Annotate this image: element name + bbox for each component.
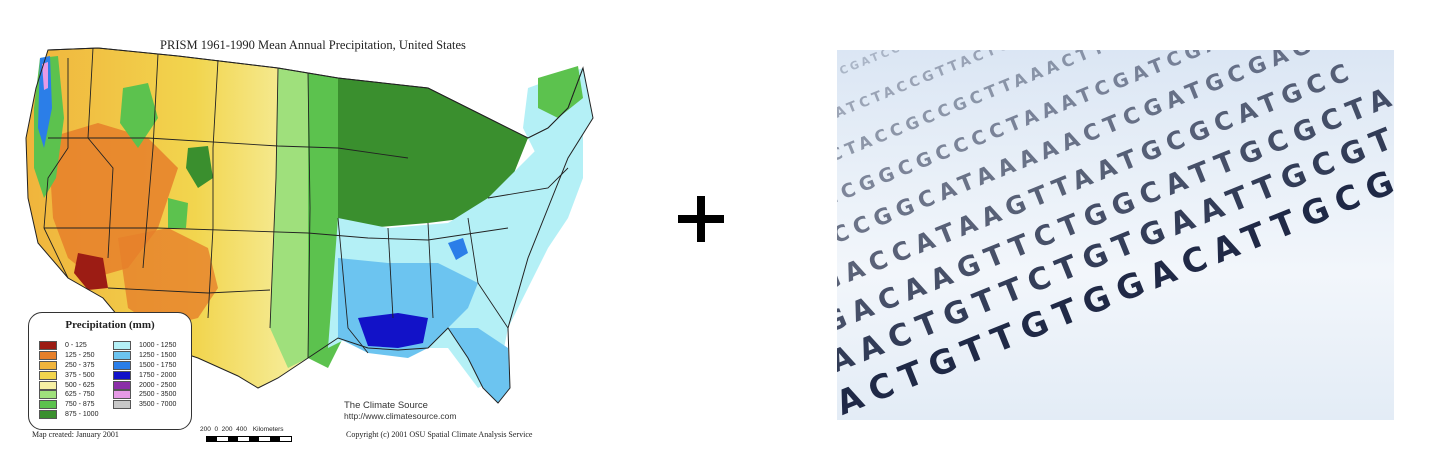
legend-label: 125 - 250 [65, 352, 95, 360]
legend-swatch [39, 360, 57, 370]
desert-arizona [74, 253, 108, 290]
legend-swatch [39, 370, 57, 380]
precipitation-map: PRISM 1961-1990 Mean Annual Precipitatio… [8, 28, 598, 456]
legend-item: 1500 - 1750 [113, 360, 177, 371]
legend-title: Precipitation (mm) [65, 319, 155, 331]
credit-url: http://www.climatesource.com [344, 411, 457, 421]
us-map [25, 47, 594, 404]
dna-sequence-photo: ACTTTTCGATCCAGTGGCATTCACGCATCGTTGATCTACC… [837, 50, 1394, 420]
legend-item: 875 - 1000 [39, 409, 99, 420]
rocky-greens [120, 83, 158, 148]
legend-item: 2500 - 3500 [113, 390, 176, 400]
legend-item: 250 - 375 [39, 360, 98, 371]
dry-southwest [118, 228, 218, 328]
legend-item: 500 - 625 [39, 380, 98, 390]
scale-track [206, 436, 292, 442]
credit-name: The Climate Source [344, 400, 428, 411]
legend-label: 625 - 750 [65, 391, 95, 399]
scale-ticks: 200 0 200 400 [200, 426, 247, 433]
legend-swatch [39, 351, 57, 361]
legend-label: 2500 - 3500 [139, 391, 177, 399]
legend-item: 625 - 750 [39, 390, 98, 400]
map-created-note: Map created: January 2001 [32, 430, 119, 439]
legend-column-1: 0 - 125 125 - 250 250 - 375 375 - 500 500 - … [39, 341, 98, 419]
scale-unit: Kilometers [252, 426, 284, 433]
legend-swatch [39, 380, 57, 390]
legend-label: 1250 - 1500 [139, 352, 177, 360]
legend-item: 0 - 125 [39, 341, 98, 351]
legend-swatch [113, 380, 131, 390]
precipitation-legend: Precipitation (mm) 0 - 125 125 - 250 250 -… [28, 312, 192, 430]
legend-label: 3500 - 7000 [139, 401, 177, 409]
legend-item: 375 - 500 [39, 370, 98, 380]
legend-swatch [113, 390, 131, 400]
legend-label: 500 - 625 [65, 381, 95, 389]
plus-icon [678, 192, 728, 248]
legend-item: 1250 - 1500 [113, 351, 176, 361]
legend-item: 3500 - 7000 [113, 400, 176, 410]
legend-swatch [113, 341, 131, 351]
legend-label: 375 - 500 [65, 371, 95, 379]
legend-label: 1000 - 1250 [139, 342, 177, 350]
midwest-green [338, 78, 528, 228]
legend-label: 2000 - 2500 [139, 381, 177, 389]
legend-swatch [113, 370, 131, 380]
legend-item: 2000 - 2500 [113, 380, 176, 390]
legend-swatch [39, 400, 57, 410]
legend-swatch [113, 400, 131, 410]
legend-swatch [113, 360, 131, 370]
scale-labels: 200 0 200 400 Kilometers [200, 426, 284, 433]
legend-label: 875 - 1000 [65, 410, 99, 418]
legend-label: 0 - 125 [65, 342, 87, 350]
legend-label: 250 - 375 [65, 361, 95, 369]
legend-swatch [39, 409, 57, 419]
legend-item: 125 - 250 [39, 351, 98, 361]
legend-swatch [39, 390, 57, 400]
legend-label: 750 - 875 [65, 401, 95, 409]
legend-item: 1000 - 1250 [113, 341, 176, 351]
legend-label: 1750 - 2000 [139, 371, 177, 379]
legend-swatch [113, 351, 131, 361]
legend-column-2: 1000 - 1250 1250 - 1500 1500 - 1750 1750 - … [113, 341, 176, 410]
map-title: PRISM 1961-1990 Mean Annual Precipitatio… [160, 38, 466, 52]
copyright-note: Copyright (c) 2001 OSU Spatial Climate A… [346, 430, 533, 439]
legend-item: 1750 - 2000 [113, 370, 176, 380]
gulf-dark-blue [358, 313, 428, 348]
scale-bar: 200 0 200 400 Kilometers [200, 426, 350, 446]
legend-swatch [39, 341, 57, 351]
legend-item: 750 - 875 [39, 400, 98, 410]
florida [448, 328, 510, 403]
credit-block: The Climate Source http://www.climatesou… [344, 400, 456, 421]
legend-label: 1500 - 1750 [139, 361, 177, 369]
